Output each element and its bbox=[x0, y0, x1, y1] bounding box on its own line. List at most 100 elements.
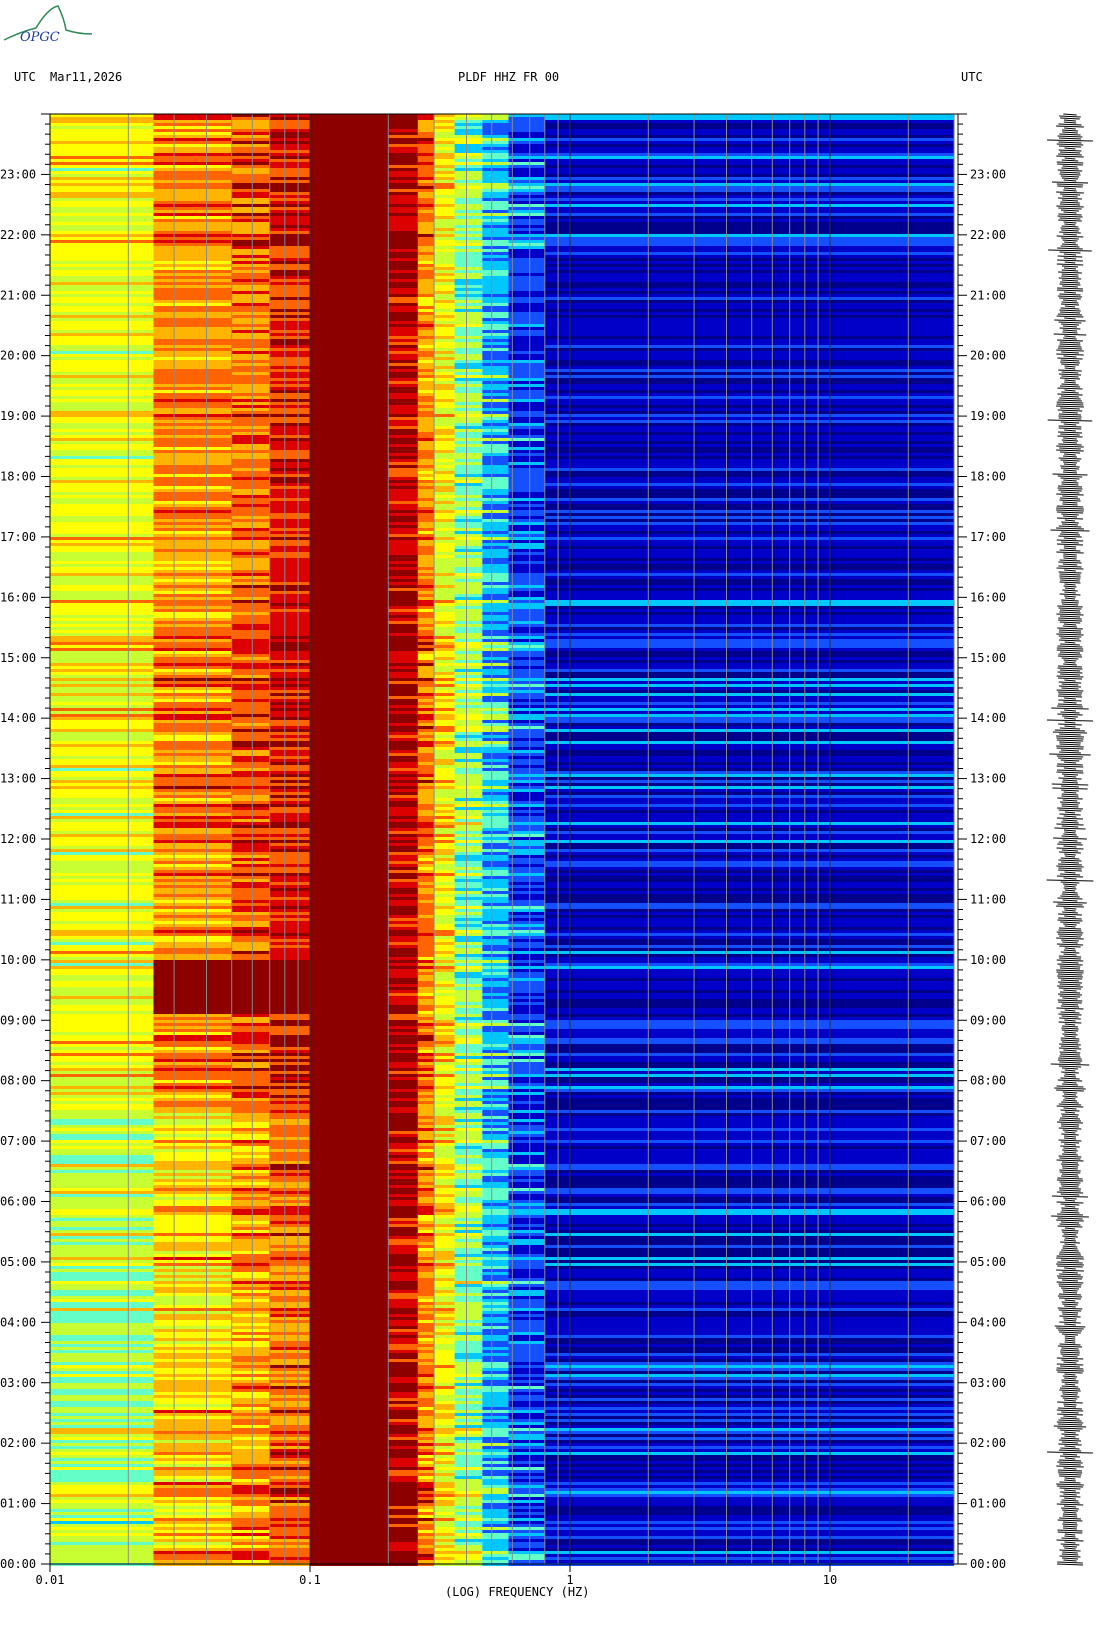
heatmap-cell bbox=[153, 951, 232, 954]
heatmap-cell bbox=[388, 312, 418, 315]
heatmap-cell bbox=[544, 447, 954, 450]
heatmap-cell bbox=[231, 315, 270, 318]
heatmap-cell bbox=[269, 999, 310, 1002]
heatmap-cell bbox=[50, 510, 154, 513]
heatmap-cell bbox=[269, 1125, 310, 1128]
heatmap-cell bbox=[417, 1275, 435, 1278]
heatmap-cell bbox=[544, 276, 954, 279]
heatmap-cell bbox=[388, 1113, 418, 1116]
heatmap-cell bbox=[231, 768, 270, 771]
heatmap-cell bbox=[454, 324, 483, 327]
heatmap-cell bbox=[417, 675, 435, 678]
heatmap-cell bbox=[310, 177, 389, 180]
heatmap-cell bbox=[231, 213, 270, 216]
heatmap-cell bbox=[310, 474, 389, 477]
heatmap-cell bbox=[231, 501, 270, 504]
heatmap-cell bbox=[388, 669, 418, 672]
heatmap-cell bbox=[269, 180, 310, 183]
heatmap-cell bbox=[269, 687, 310, 690]
heatmap-cell bbox=[388, 861, 418, 864]
heatmap-cell bbox=[454, 861, 483, 864]
heatmap-cell bbox=[454, 177, 483, 180]
heatmap-cell bbox=[417, 474, 435, 477]
heatmap-cell bbox=[50, 945, 154, 948]
heatmap-cell bbox=[310, 240, 389, 243]
heatmap-cell bbox=[508, 387, 545, 390]
heatmap-cell bbox=[153, 999, 232, 1002]
heatmap-cell bbox=[544, 816, 954, 819]
heatmap-cell bbox=[482, 1074, 509, 1077]
heatmap-cell bbox=[544, 150, 954, 153]
heatmap-cell bbox=[417, 1350, 435, 1353]
heatmap-cell bbox=[388, 1050, 418, 1053]
heatmap-cell bbox=[544, 1257, 954, 1260]
heatmap-cell bbox=[417, 852, 435, 855]
heatmap-cell bbox=[482, 360, 509, 363]
heatmap-cell bbox=[544, 750, 954, 753]
heatmap-cell bbox=[50, 357, 154, 360]
heatmap-cell bbox=[153, 1152, 232, 1155]
heatmap-cell bbox=[417, 429, 435, 432]
heatmap-cell bbox=[388, 141, 418, 144]
heatmap-cell bbox=[544, 147, 954, 150]
heatmap-cell bbox=[310, 1203, 389, 1206]
heatmap-cell bbox=[269, 198, 310, 201]
heatmap-cell bbox=[153, 357, 232, 360]
heatmap-cell bbox=[50, 339, 154, 342]
heatmap-cell bbox=[417, 1056, 435, 1059]
heatmap-cell bbox=[417, 951, 435, 954]
heatmap-cell bbox=[454, 1248, 483, 1251]
heatmap-cell bbox=[269, 1314, 310, 1317]
heatmap-cell bbox=[388, 894, 418, 897]
heatmap-cell bbox=[454, 969, 483, 972]
heatmap-cell bbox=[310, 201, 389, 204]
heatmap-cell bbox=[544, 420, 954, 423]
heatmap-cell bbox=[482, 870, 509, 873]
heatmap-cell bbox=[50, 1257, 154, 1260]
heatmap-cell bbox=[231, 267, 270, 270]
heatmap-cell bbox=[153, 519, 232, 522]
heatmap-cell bbox=[269, 1278, 310, 1281]
heatmap-cell bbox=[544, 555, 954, 558]
heatmap-cell bbox=[50, 1002, 154, 1005]
heatmap-cell bbox=[50, 117, 154, 120]
heatmap-cell bbox=[310, 333, 389, 336]
heatmap-cell bbox=[388, 966, 418, 969]
heatmap-cell bbox=[153, 1047, 232, 1050]
heatmap-cell bbox=[434, 858, 455, 861]
heatmap-cell bbox=[231, 336, 270, 339]
heatmap-cell bbox=[50, 297, 154, 300]
heatmap-cell bbox=[388, 417, 418, 420]
heatmap-cell bbox=[508, 1221, 545, 1224]
heatmap-cell bbox=[388, 732, 418, 735]
heatmap-cell bbox=[417, 525, 435, 528]
heatmap-cell bbox=[454, 1197, 483, 1200]
heatmap-cell bbox=[508, 474, 545, 477]
heatmap-cell bbox=[388, 936, 418, 939]
heatmap-cell bbox=[310, 993, 389, 996]
heatmap-cell bbox=[231, 264, 270, 267]
heatmap-cell bbox=[310, 435, 389, 438]
heatmap-cell bbox=[231, 1017, 270, 1020]
heatmap-cell bbox=[388, 651, 418, 654]
heatmap-cell bbox=[434, 510, 455, 513]
heatmap-cell bbox=[417, 888, 435, 891]
heatmap-cell bbox=[482, 243, 509, 246]
heatmap-cell bbox=[482, 288, 509, 291]
heatmap-cell bbox=[388, 192, 418, 195]
heatmap-cell bbox=[388, 1128, 418, 1131]
heatmap-cell bbox=[388, 123, 418, 126]
heatmap-cell bbox=[544, 1356, 954, 1359]
heatmap-cell bbox=[153, 705, 232, 708]
heatmap-cell bbox=[50, 390, 154, 393]
heatmap-cell bbox=[269, 1335, 310, 1338]
heatmap-cell bbox=[434, 234, 455, 237]
heatmap-cell bbox=[153, 1245, 232, 1248]
heatmap-cell bbox=[153, 1026, 232, 1029]
heatmap-cell bbox=[310, 915, 389, 918]
heatmap-cell bbox=[482, 495, 509, 498]
heatmap-cell bbox=[434, 930, 455, 933]
heatmap-cell bbox=[544, 510, 954, 513]
heatmap-cell bbox=[482, 1065, 509, 1068]
heatmap-cell bbox=[454, 1167, 483, 1170]
